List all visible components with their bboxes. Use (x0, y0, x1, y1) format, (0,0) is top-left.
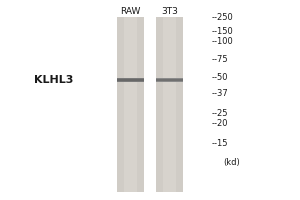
Bar (117, 78, 144, 82)
Text: --50: --50 (212, 73, 228, 82)
Bar (156, 78, 183, 82)
Text: KLHL3: KLHL3 (34, 75, 74, 85)
Bar (156, 79, 183, 81)
Bar (117, 17, 144, 192)
Text: --20: --20 (212, 119, 228, 129)
Text: --75: --75 (212, 54, 228, 64)
Text: --250: --250 (212, 14, 233, 22)
Text: --37: --37 (212, 88, 228, 98)
Text: --25: --25 (212, 109, 228, 118)
Bar (163, 17, 176, 192)
Bar (124, 17, 137, 192)
Bar (117, 79, 144, 81)
Text: 3T3: 3T3 (161, 6, 178, 16)
Text: (kd): (kd) (224, 158, 240, 167)
Text: --100: --100 (212, 38, 233, 46)
Text: --150: --150 (212, 26, 233, 36)
Bar (156, 17, 183, 192)
Text: RAW: RAW (120, 6, 141, 16)
Text: --15: --15 (212, 140, 228, 148)
